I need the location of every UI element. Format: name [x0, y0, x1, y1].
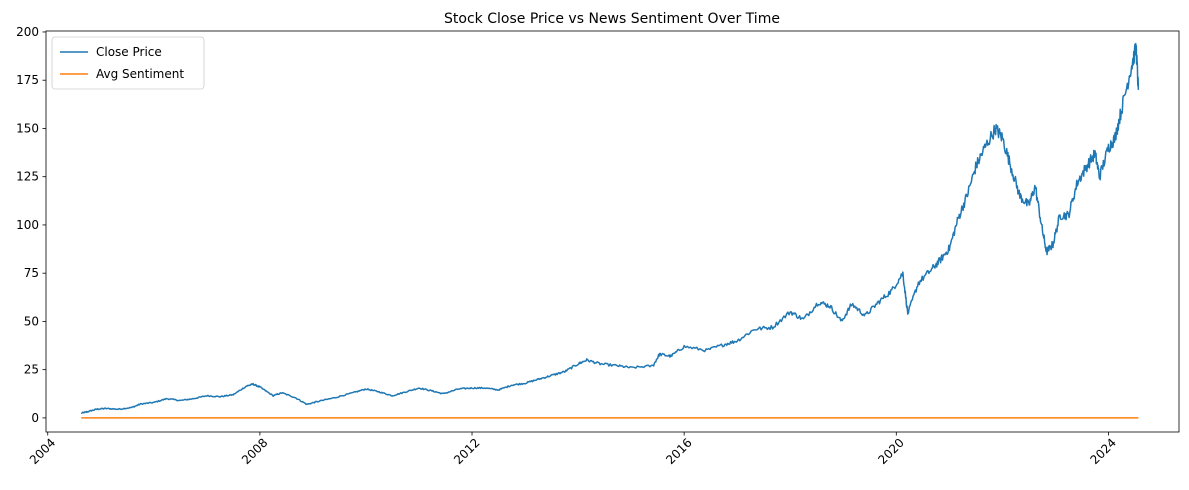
legend-label: Avg Sentiment: [96, 67, 184, 81]
legend: Close Price Avg Sentiment: [51, 36, 205, 90]
x-axis: 2004 2008 2012 2016 2020 2024: [27, 432, 1119, 467]
y-tick-label: 175: [16, 73, 39, 87]
plot-area: [45, 30, 1180, 433]
y-tick-label: 75: [24, 266, 39, 280]
y-tick-label: 25: [24, 363, 39, 377]
y-tick-label: 150: [16, 121, 39, 135]
plot-frame: [45, 30, 1180, 433]
x-tick-label: 2024: [1088, 436, 1119, 467]
y-tick-label: 100: [16, 218, 39, 232]
x-tick-label: 2008: [239, 436, 270, 467]
y-tick-label: 50: [24, 314, 39, 328]
y-tick-label: 125: [16, 170, 39, 184]
x-tick-label: 2004: [27, 436, 58, 467]
y-tick-label: 0: [31, 411, 39, 425]
legend-label: Close Price: [96, 45, 162, 59]
y-tick-label: 200: [16, 25, 39, 39]
x-tick-label: 2012: [451, 436, 482, 467]
legend-box: [51, 36, 205, 90]
series-line-close-price: [80, 42, 1140, 414]
x-tick-label: 2016: [663, 436, 694, 467]
chart-title: Stock Close Price vs News Sentiment Over…: [444, 11, 780, 27]
x-tick-label: 2020: [875, 436, 906, 467]
y-axis: 0 25 50 75 100 125 150 175 200: [16, 25, 46, 425]
